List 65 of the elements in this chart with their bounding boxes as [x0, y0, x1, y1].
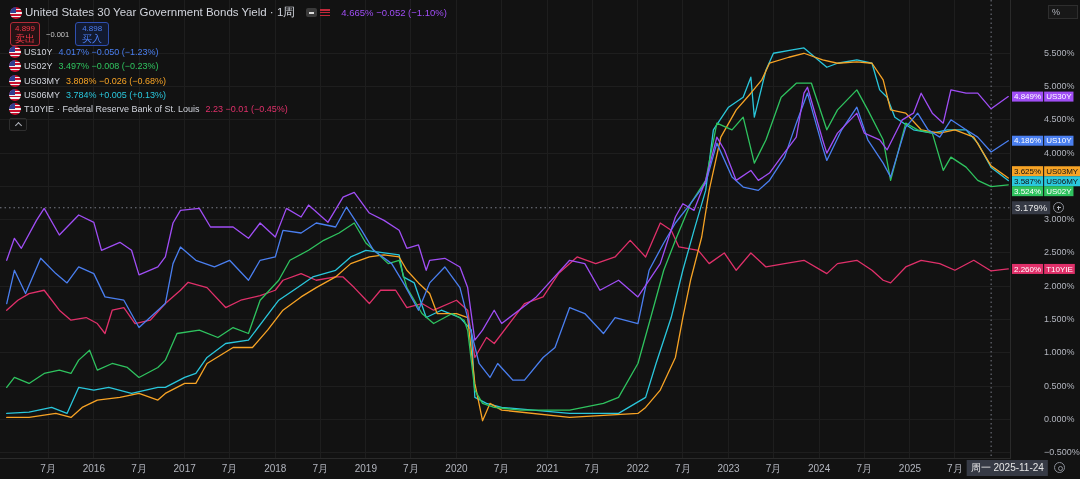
y-tick-label: −0.500%: [1044, 447, 1080, 458]
annotation: 4.899: [14, 24, 36, 33]
x-tick-label: 2025: [898, 462, 922, 474]
x-tick-label: 7月: [40, 462, 56, 474]
legend-label: US02Y: [24, 61, 53, 72]
text: US02Y: [1046, 186, 1072, 196]
x-tick-label: 7月: [403, 462, 419, 474]
x-tick-label: 2020: [445, 462, 469, 474]
x-tick-label: 2024: [808, 462, 831, 474]
x-tick-label: 2021: [536, 462, 559, 474]
ref-line-label: 3.179%: [1015, 201, 1048, 213]
annotation: 买入: [82, 33, 103, 44]
legend-label: US30Y: [1046, 92, 1073, 102]
data-label: 3.524%: [1014, 186, 1042, 196]
x-tick-label: 7月: [221, 462, 238, 474]
y-tick-label: 0.000%: [1044, 413, 1075, 424]
data-label: 4.849%: [1014, 92, 1042, 102]
y-tick-label: 1.500%: [1044, 314, 1075, 325]
annotation: 3.808% −0.026 (−0.68%): [66, 75, 167, 86]
x-tick-label: 7月: [765, 462, 782, 474]
annotation: 3.497% −0.008 (−0.23%): [58, 61, 159, 72]
x-tick-label: 2022: [626, 462, 650, 474]
x-tick-label: 2018: [264, 462, 287, 474]
y-tick-label: 4.000%: [1044, 147, 1075, 158]
y-tick-label: 2.000%: [1044, 280, 1075, 291]
y-tick-label: 2.500%: [1044, 247, 1075, 258]
legend-label: US06MY: [24, 90, 61, 101]
annotation: 3.784% +0.005 (+0.13%): [66, 90, 167, 101]
y-tick-label: 1.000%: [1044, 347, 1075, 358]
annotation: 4.017% −0.050 (−1.23%): [58, 47, 159, 58]
data-label: 4.186%: [1014, 136, 1042, 146]
x-tick-label: 7月: [493, 462, 510, 474]
x-tick-label: 7月: [584, 462, 601, 474]
annotation: 卖出: [15, 33, 35, 44]
x-tick-label: 7月: [675, 462, 691, 474]
text: US10Y: [1046, 136, 1072, 146]
ref-line-label: 周一 2025-11-24: [970, 462, 1045, 474]
data-label: 3.587%: [1014, 176, 1042, 186]
x-tick-label: 2019: [354, 462, 378, 474]
y-tick-label: 4.500%: [1044, 114, 1075, 125]
y-tick-label: 3.000%: [1044, 214, 1075, 225]
annotation: 4.665% −0.052 (−1.10%): [341, 7, 447, 18]
x-tick-label: 2016: [82, 462, 106, 474]
annotation: 2.23 −0.01 (−0.45%): [205, 104, 288, 115]
y-tick-label: 5.000%: [1044, 81, 1075, 92]
data-label: 2.260%: [1014, 264, 1042, 274]
annotation: 4.898: [82, 24, 103, 34]
x-tick-label: 7月: [856, 462, 873, 474]
x-tick-label: 2023: [717, 462, 741, 474]
text: United States 30 Year Government Bonds Yield · 1周: [25, 5, 296, 20]
legend-label: T10YIE: [1046, 264, 1073, 274]
y-axis-title: %: [1048, 5, 1078, 19]
text: T10YIE: [24, 104, 55, 115]
x-tick-label: 7月: [947, 462, 963, 474]
y-tick-label: 0.500%: [1044, 380, 1075, 391]
x-tick-label: 7月: [312, 462, 328, 474]
text: US03MY: [1046, 166, 1079, 176]
legend-label: US03MY: [24, 75, 61, 86]
annotation: · Federal Reserve Bank of St. Louis: [57, 104, 200, 115]
x-tick-label: 2017: [173, 462, 197, 474]
y-tick-label: 5.500%: [1044, 47, 1075, 58]
legend-label: US10Y: [24, 47, 53, 58]
data-label: 3.625%: [1014, 166, 1042, 176]
x-tick-label: 7月: [131, 462, 147, 474]
text: US06MY: [1046, 176, 1079, 186]
